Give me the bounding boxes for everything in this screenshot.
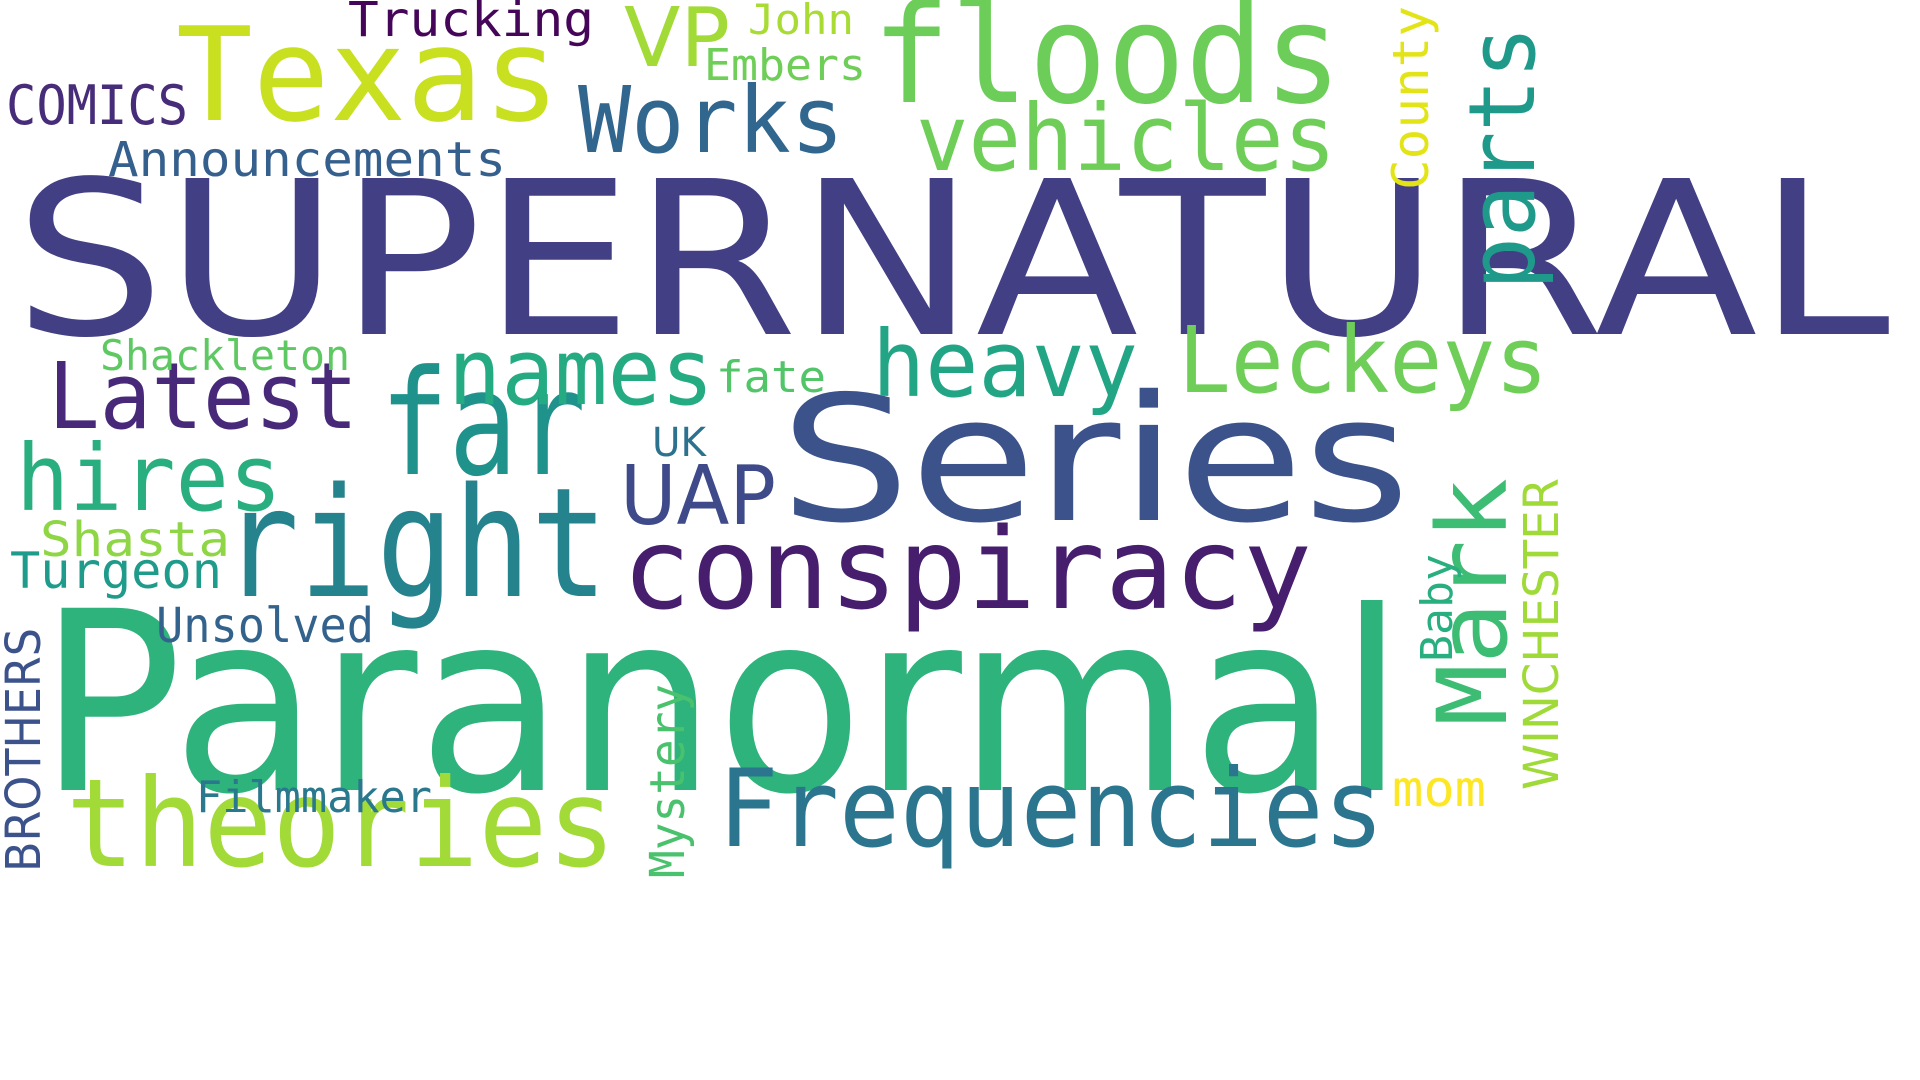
word-baby: Baby — [1412, 554, 1463, 662]
word-leckeys: Leckeys — [1178, 307, 1548, 414]
word-comics: COMICS — [6, 74, 188, 137]
word-far: far — [380, 339, 586, 509]
word-supernatural: SUPERNATURAL — [14, 136, 1890, 385]
word-turgeon: Turgeon — [10, 542, 222, 600]
word-vp: VP — [624, 0, 730, 86]
word-hires: hires — [16, 425, 282, 532]
word-announcements: Announcements — [108, 132, 506, 188]
word-shackleton: Shackleton — [100, 331, 350, 380]
word-latest: Latest — [48, 343, 358, 450]
word-mystery: Mystery — [640, 684, 696, 878]
word-uap: UAP — [620, 449, 776, 544]
word-vehicles: vehicles — [916, 85, 1336, 192]
word-john: John — [748, 0, 854, 44]
word-fate: fate — [716, 352, 826, 403]
word-uk: UK — [652, 420, 708, 466]
word-mom: mom — [1392, 760, 1486, 818]
word-embers: Embers — [704, 40, 866, 91]
word-works: Works — [578, 67, 844, 174]
word-mark: Mark — [1417, 478, 1529, 726]
word-shasta: Shasta — [40, 512, 230, 568]
word-floods: floods — [872, 0, 1342, 135]
word-winchester: WINCHESTER — [1514, 478, 1570, 790]
word-heavy: heavy — [872, 311, 1138, 418]
word-frequencies: Frequencies — [718, 747, 1384, 872]
word-paranormal: Paranormal — [38, 558, 1405, 849]
word-parts: parts — [1449, 26, 1556, 290]
word-filmmaker: Filmmaker — [196, 772, 432, 823]
word-county: County — [1382, 6, 1440, 190]
word-trucking: Trucking — [348, 0, 594, 48]
word-names: names — [448, 319, 714, 426]
word-theories: theories — [66, 753, 616, 895]
word-brothers: BROTHERS — [0, 628, 52, 872]
word-series: Series — [780, 359, 1410, 562]
word-texas: Texas — [176, 0, 560, 151]
word-right: right — [222, 455, 608, 632]
word-unsolved: Unsolved — [156, 598, 374, 654]
word-conspiracy: conspiracy — [622, 505, 1312, 635]
